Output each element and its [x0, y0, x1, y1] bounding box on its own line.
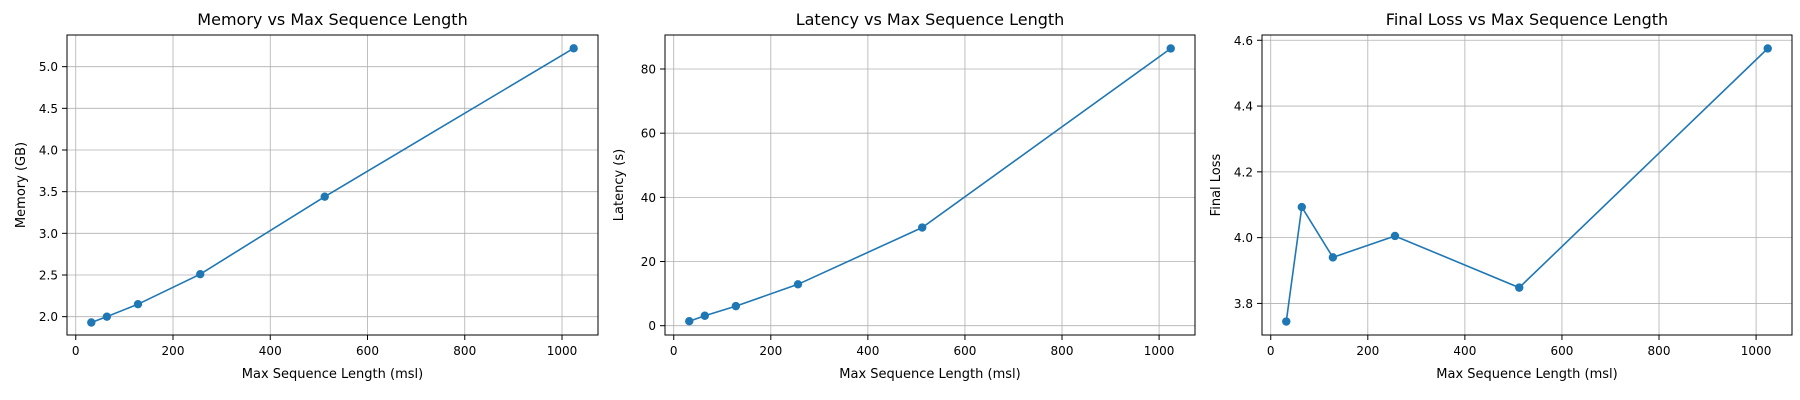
data-point — [196, 269, 205, 279]
y-axis-label: Memory (GB) — [14, 142, 29, 228]
x-tick-label: 800 — [453, 344, 476, 358]
y-axis-label: Latency (s) — [612, 149, 627, 221]
series-line — [91, 47, 575, 324]
y-tick-label: 4.0 — [1234, 231, 1253, 245]
y-tick-label: 80 — [641, 63, 656, 77]
chart-1: 0 200 400 600 800 1000 2.0 2.5 3.0 3.5 4.0 4.5 5.0 Me… — [14, 10, 599, 382]
plot-frame — [1261, 34, 1793, 336]
data-point — [1763, 44, 1772, 53]
x-tick-label: 600 — [1550, 344, 1573, 358]
y-tick-label: 4.5 — [39, 102, 58, 116]
x-tick-label: 400 — [856, 344, 879, 358]
chart-title: Latency vs Max Sequence Length — [796, 10, 1065, 29]
data-point — [700, 311, 709, 320]
data-point — [731, 301, 741, 311]
chart-title: Memory vs Max Sequence Length — [197, 10, 467, 29]
y-axis-label: Final Loss — [1209, 153, 1224, 216]
y-tick-label: 2.5 — [39, 269, 58, 283]
chart-2: 0 200 400 600 800 1000 0 20 40 60 80 Latency vs Max… — [612, 10, 1196, 382]
data-point — [1282, 317, 1291, 326]
x-tick-label: 600 — [356, 344, 379, 358]
data-point — [918, 223, 927, 232]
x-tick-label: 400 — [259, 344, 282, 358]
x-tick-label: 800 — [1648, 344, 1671, 358]
data-point — [1297, 202, 1306, 212]
x-tick-label: 1000 — [1741, 344, 1772, 358]
data-point — [133, 299, 143, 309]
x-axis-label: Max Sequence Length (msl) — [242, 367, 423, 382]
x-tick-label: 200 — [759, 344, 782, 358]
y-tick-label: 3.8 — [1234, 297, 1253, 311]
x-tick-label: 600 — [953, 344, 976, 358]
data-point — [1328, 253, 1338, 262]
data-point — [569, 44, 578, 53]
y-tick-label: 60 — [641, 127, 656, 141]
x-tick-label: 200 — [162, 344, 185, 358]
data-point — [1515, 283, 1524, 292]
x-tick-label: 0 — [670, 344, 678, 358]
y-tick-label: 3.0 — [39, 227, 58, 241]
x-tick-label: 0 — [72, 344, 80, 358]
data-point — [685, 317, 694, 326]
data-point — [1390, 231, 1400, 241]
x-tick-label: 200 — [1356, 344, 1379, 358]
x-tick-label: 800 — [1051, 344, 1074, 358]
data-point — [87, 318, 96, 327]
y-tick-label: 40 — [641, 191, 656, 205]
y-tick-label: 0 — [648, 319, 656, 333]
x-axis-label: Max Sequence Length (msl) — [839, 367, 1020, 382]
data-point — [1166, 44, 1175, 53]
series-line — [1285, 47, 1769, 322]
chart-title: Final Loss vs Max Sequence Length — [1386, 10, 1668, 29]
x-tick-label: 0 — [1267, 344, 1275, 358]
y-tick-label: 4.6 — [1234, 34, 1253, 48]
y-tick-label: 2.0 — [39, 310, 58, 324]
x-tick-label: 1000 — [547, 344, 578, 358]
plot-frame — [66, 34, 599, 336]
y-tick-label: 5.0 — [39, 60, 58, 74]
data-point — [793, 280, 803, 289]
x-tick-label: 400 — [1453, 344, 1476, 358]
y-tick-label: 4.0 — [39, 144, 58, 158]
y-tick-label: 4.4 — [1234, 100, 1253, 114]
plot-frame — [664, 34, 1196, 336]
y-tick-label: 4.2 — [1234, 165, 1253, 179]
chart-3: 0 200 400 600 800 1000 3.8 4.0 4.2 4.4 4.6 Final Lo… — [1209, 10, 1793, 382]
y-tick-label: 20 — [641, 255, 656, 269]
data-point — [102, 312, 112, 321]
y-tick-label: 3.5 — [39, 185, 58, 199]
series-line — [689, 47, 1172, 322]
data-point — [320, 192, 329, 201]
x-tick-label: 1000 — [1144, 344, 1175, 358]
x-axis-label: Max Sequence Length (msl) — [1436, 367, 1617, 382]
